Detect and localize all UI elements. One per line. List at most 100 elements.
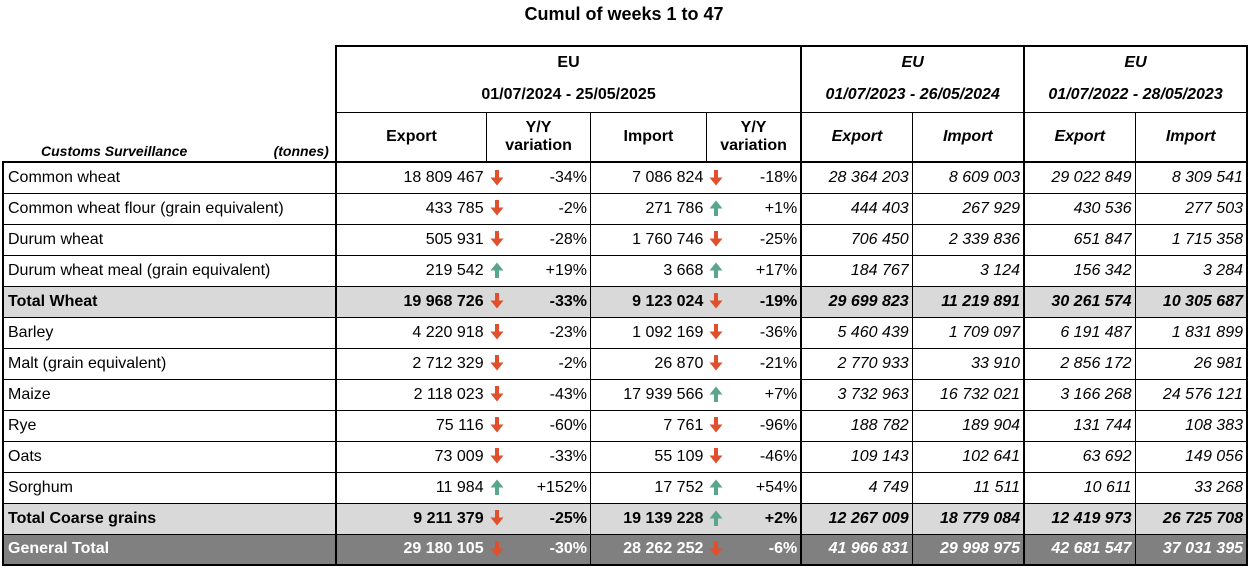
export-2023-value: 12 267 009 bbox=[801, 502, 913, 535]
row-label: Oats bbox=[2, 440, 337, 473]
export-2022-value: 6 191 487 bbox=[1024, 316, 1135, 349]
unit-label: (tonnes) bbox=[273, 143, 329, 159]
export-yy-variation: -23% bbox=[514, 316, 591, 349]
yy-line2: variation bbox=[505, 136, 572, 154]
arrow-down-icon bbox=[489, 509, 505, 527]
import-2022-value: 26 981 bbox=[1134, 347, 1248, 380]
import-2023-value: 2 339 836 bbox=[911, 223, 1026, 256]
import-2024-value: 19 139 228 bbox=[589, 502, 707, 535]
import-2022-value: 149 056 bbox=[1134, 440, 1248, 473]
group-2024-period: 01/07/2024 - 25/05/2025 bbox=[334, 78, 803, 113]
col-export-2022: Export bbox=[1054, 127, 1106, 145]
import-2022-value: 3 284 bbox=[1134, 254, 1248, 287]
arrow-down-icon bbox=[708, 354, 724, 372]
row-label: General Total bbox=[2, 533, 337, 566]
export-2023-value: 28 364 203 bbox=[801, 161, 913, 194]
col-export-2023: Export bbox=[831, 127, 883, 145]
import-2023-value: 1 709 097 bbox=[911, 316, 1026, 349]
import-2024-value: 3 668 bbox=[589, 254, 707, 287]
export-trend-cell bbox=[486, 254, 515, 287]
export-yy-variation: -25% bbox=[514, 502, 591, 535]
group-2022-period: 01/07/2022 - 28/05/2023 bbox=[1023, 78, 1248, 113]
table-row: Durum wheat 505 931 -28% 1 760 746 -25% 706 4… bbox=[2, 223, 1248, 256]
import-yy-variation: +7% bbox=[731, 378, 803, 411]
export-2023-value: 2 770 933 bbox=[801, 347, 913, 380]
arrow-down-icon bbox=[489, 230, 505, 248]
customs-surveillance-label: Customs Surveillance bbox=[41, 143, 188, 159]
table-row: Barley 4 220 918 -23% 1 092 169 -36% 5 460 43… bbox=[2, 316, 1248, 349]
subtotal-row: Total Coarse grains 9 211 379 -25% 19 139 2… bbox=[2, 502, 1248, 535]
row-label: Sorghum bbox=[2, 471, 337, 504]
export-trend-cell bbox=[486, 161, 515, 194]
export-2024-value: 2 118 023 bbox=[335, 378, 487, 411]
export-2022-value: 12 419 973 bbox=[1024, 502, 1135, 535]
arrow-down-icon bbox=[489, 416, 505, 434]
export-2024-value: 29 180 105 bbox=[335, 533, 487, 566]
import-trend-cell bbox=[706, 223, 732, 256]
arrow-up-icon bbox=[708, 509, 724, 527]
export-yy-variation: -43% bbox=[514, 378, 591, 411]
export-yy-variation: -33% bbox=[514, 440, 591, 473]
arrow-down-icon bbox=[708, 416, 724, 434]
row-label: Common wheat flour (grain equivalent) bbox=[2, 192, 337, 225]
yy-line1: Y/Y bbox=[740, 118, 767, 136]
import-2024-value: 271 786 bbox=[589, 192, 707, 225]
export-2023-value: 184 767 bbox=[801, 254, 913, 287]
table-row: Rye 75 116 -60% 7 761 -96% 188 782 189 904 131 … bbox=[2, 409, 1248, 442]
export-2023-value: 188 782 bbox=[801, 409, 913, 442]
import-2023-value: 189 904 bbox=[911, 409, 1026, 442]
import-yy-variation: -36% bbox=[731, 316, 803, 349]
export-2024-value: 4 220 918 bbox=[335, 316, 487, 349]
export-2022-value: 30 261 574 bbox=[1024, 285, 1135, 318]
customs-label-cell: Customs Surveillance (tonnes) bbox=[3, 46, 337, 162]
import-trend-cell bbox=[706, 533, 732, 566]
import-2024-value: 28 262 252 bbox=[589, 533, 707, 566]
export-trend-cell bbox=[486, 471, 515, 504]
export-trend-cell bbox=[486, 440, 515, 473]
import-2022-value: 37 031 395 bbox=[1134, 533, 1248, 566]
import-trend-cell bbox=[706, 285, 732, 318]
import-2023-value: 3 124 bbox=[911, 254, 1026, 287]
export-2022-value: 131 744 bbox=[1024, 409, 1135, 442]
col-export-2024: Export bbox=[334, 112, 487, 162]
import-yy-variation: -19% bbox=[731, 285, 803, 318]
import-2022-value: 26 725 708 bbox=[1134, 502, 1248, 535]
import-2023-value: 11 219 891 bbox=[911, 285, 1026, 318]
export-yy-variation: +19% bbox=[514, 254, 591, 287]
arrow-down-icon bbox=[708, 292, 724, 310]
arrow-up-icon bbox=[708, 261, 724, 279]
import-trend-cell bbox=[706, 161, 732, 194]
export-trend-cell bbox=[486, 409, 515, 442]
export-2024-value: 75 116 bbox=[335, 409, 487, 442]
table-row: Durum wheat meal (grain equivalent) 219 5… bbox=[2, 254, 1248, 287]
export-2022-value: 42 681 547 bbox=[1024, 533, 1135, 566]
table-row: Sorghum 11 984 +152% 17 752 +54% 4 749 11 511 1… bbox=[2, 471, 1248, 504]
import-yy-variation: +54% bbox=[731, 471, 803, 504]
yy-line1: Y/Y bbox=[525, 118, 552, 136]
arrow-down-icon bbox=[489, 354, 505, 372]
row-label: Rye bbox=[2, 409, 337, 442]
table-row: Common wheat flour (grain equivalent) 433… bbox=[2, 192, 1248, 225]
arrow-up-icon bbox=[708, 478, 724, 496]
import-2023-value: 29 998 975 bbox=[911, 533, 1026, 566]
export-2023-value: 109 143 bbox=[801, 440, 913, 473]
import-yy-variation: +1% bbox=[731, 192, 803, 225]
import-2023-value: 11 511 bbox=[911, 471, 1026, 504]
import-2022-value: 10 305 687 bbox=[1134, 285, 1248, 318]
subtotal-row: Total Wheat 19 968 726 -33% 9 123 024 -19% 29… bbox=[2, 285, 1248, 318]
import-2022-value: 277 503 bbox=[1134, 192, 1248, 225]
import-2024-value: 9 123 024 bbox=[589, 285, 707, 318]
import-2024-value: 1 760 746 bbox=[589, 223, 707, 256]
row-label: Total Wheat bbox=[2, 285, 337, 318]
export-trend-cell bbox=[486, 285, 515, 318]
arrow-down-icon bbox=[489, 447, 505, 465]
group-2024-region: EU bbox=[334, 45, 803, 78]
export-trend-cell bbox=[486, 378, 515, 411]
export-2024-value: 18 809 467 bbox=[335, 161, 487, 194]
export-trend-cell bbox=[486, 502, 515, 535]
arrow-down-icon bbox=[708, 169, 724, 187]
cereal-trade-table: Customs Surveillance (tonnes) EU EU EU 0… bbox=[2, 45, 1248, 566]
table-row: Common wheat 18 809 467 -34% 7 086 824 -18% 2… bbox=[2, 161, 1248, 194]
arrow-up-icon bbox=[489, 478, 505, 496]
export-2024-value: 219 542 bbox=[335, 254, 487, 287]
